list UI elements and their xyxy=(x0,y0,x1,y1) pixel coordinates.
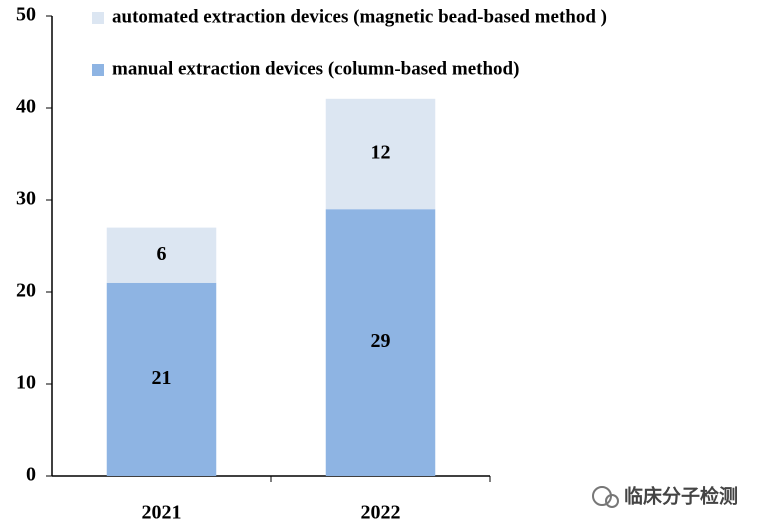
legend-swatch xyxy=(92,12,104,24)
watermark-icon xyxy=(592,486,619,508)
data-label: 6 xyxy=(157,243,167,265)
bar-segment xyxy=(325,209,436,476)
data-label: 29 xyxy=(371,330,391,352)
bar-segment xyxy=(106,227,217,283)
legend-swatch xyxy=(92,64,104,76)
x-tick-label: 2021 xyxy=(142,502,182,524)
bar-segment xyxy=(106,282,217,476)
legend-label: manual extraction devices (column-based … xyxy=(112,58,519,79)
watermark: 临床分子检测 xyxy=(624,485,738,508)
y-tick-label: 0 xyxy=(26,464,36,486)
y-tick-label: 10 xyxy=(16,372,36,394)
data-label: 12 xyxy=(371,142,391,164)
data-label: 21 xyxy=(152,367,172,389)
bar-segment xyxy=(325,98,436,210)
y-tick-label: 40 xyxy=(16,96,36,118)
y-tick-label: 30 xyxy=(16,188,36,210)
y-tick-label: 20 xyxy=(16,280,36,302)
legend-label: automated extraction devices (magnetic b… xyxy=(112,6,607,27)
x-tick-label: 2022 xyxy=(361,502,401,524)
y-tick-label: 50 xyxy=(16,4,36,26)
